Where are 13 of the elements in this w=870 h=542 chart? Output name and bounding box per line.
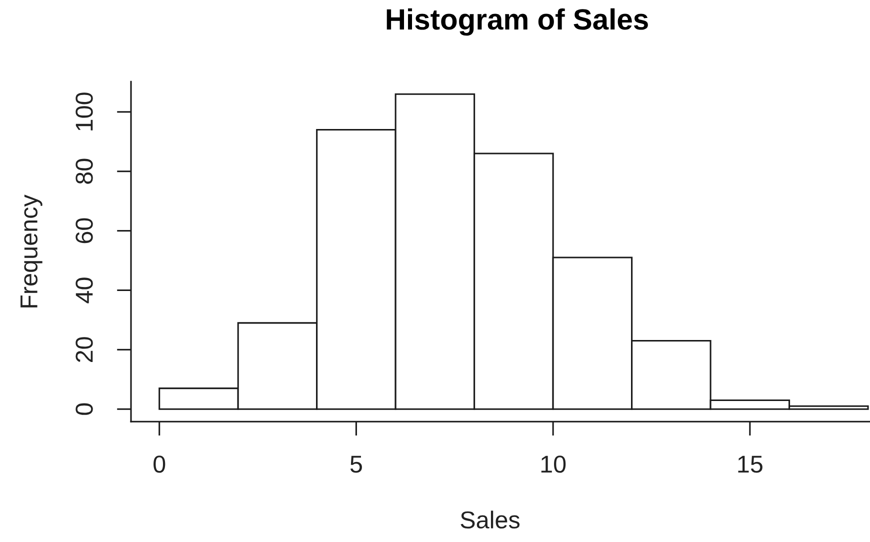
y-tick-label: 20 bbox=[76, 337, 93, 362]
x-tick-label: 5 bbox=[350, 456, 362, 473]
y-tick-label: 100 bbox=[76, 92, 93, 130]
x-tick-label: 0 bbox=[154, 456, 166, 473]
x-axis-title: Sales bbox=[460, 510, 520, 529]
chart-title: Histogram of Sales bbox=[386, 8, 648, 36]
y-tick-label: 40 bbox=[76, 278, 93, 304]
y-tick-label: 0 bbox=[76, 403, 93, 415]
y-tick-label: 60 bbox=[76, 218, 93, 244]
x-tick-label: 10 bbox=[541, 456, 566, 473]
y-axis-title: Frequency bbox=[20, 194, 42, 308]
x-tick-label: 15 bbox=[738, 456, 762, 473]
y-tick-label: 80 bbox=[76, 158, 93, 184]
